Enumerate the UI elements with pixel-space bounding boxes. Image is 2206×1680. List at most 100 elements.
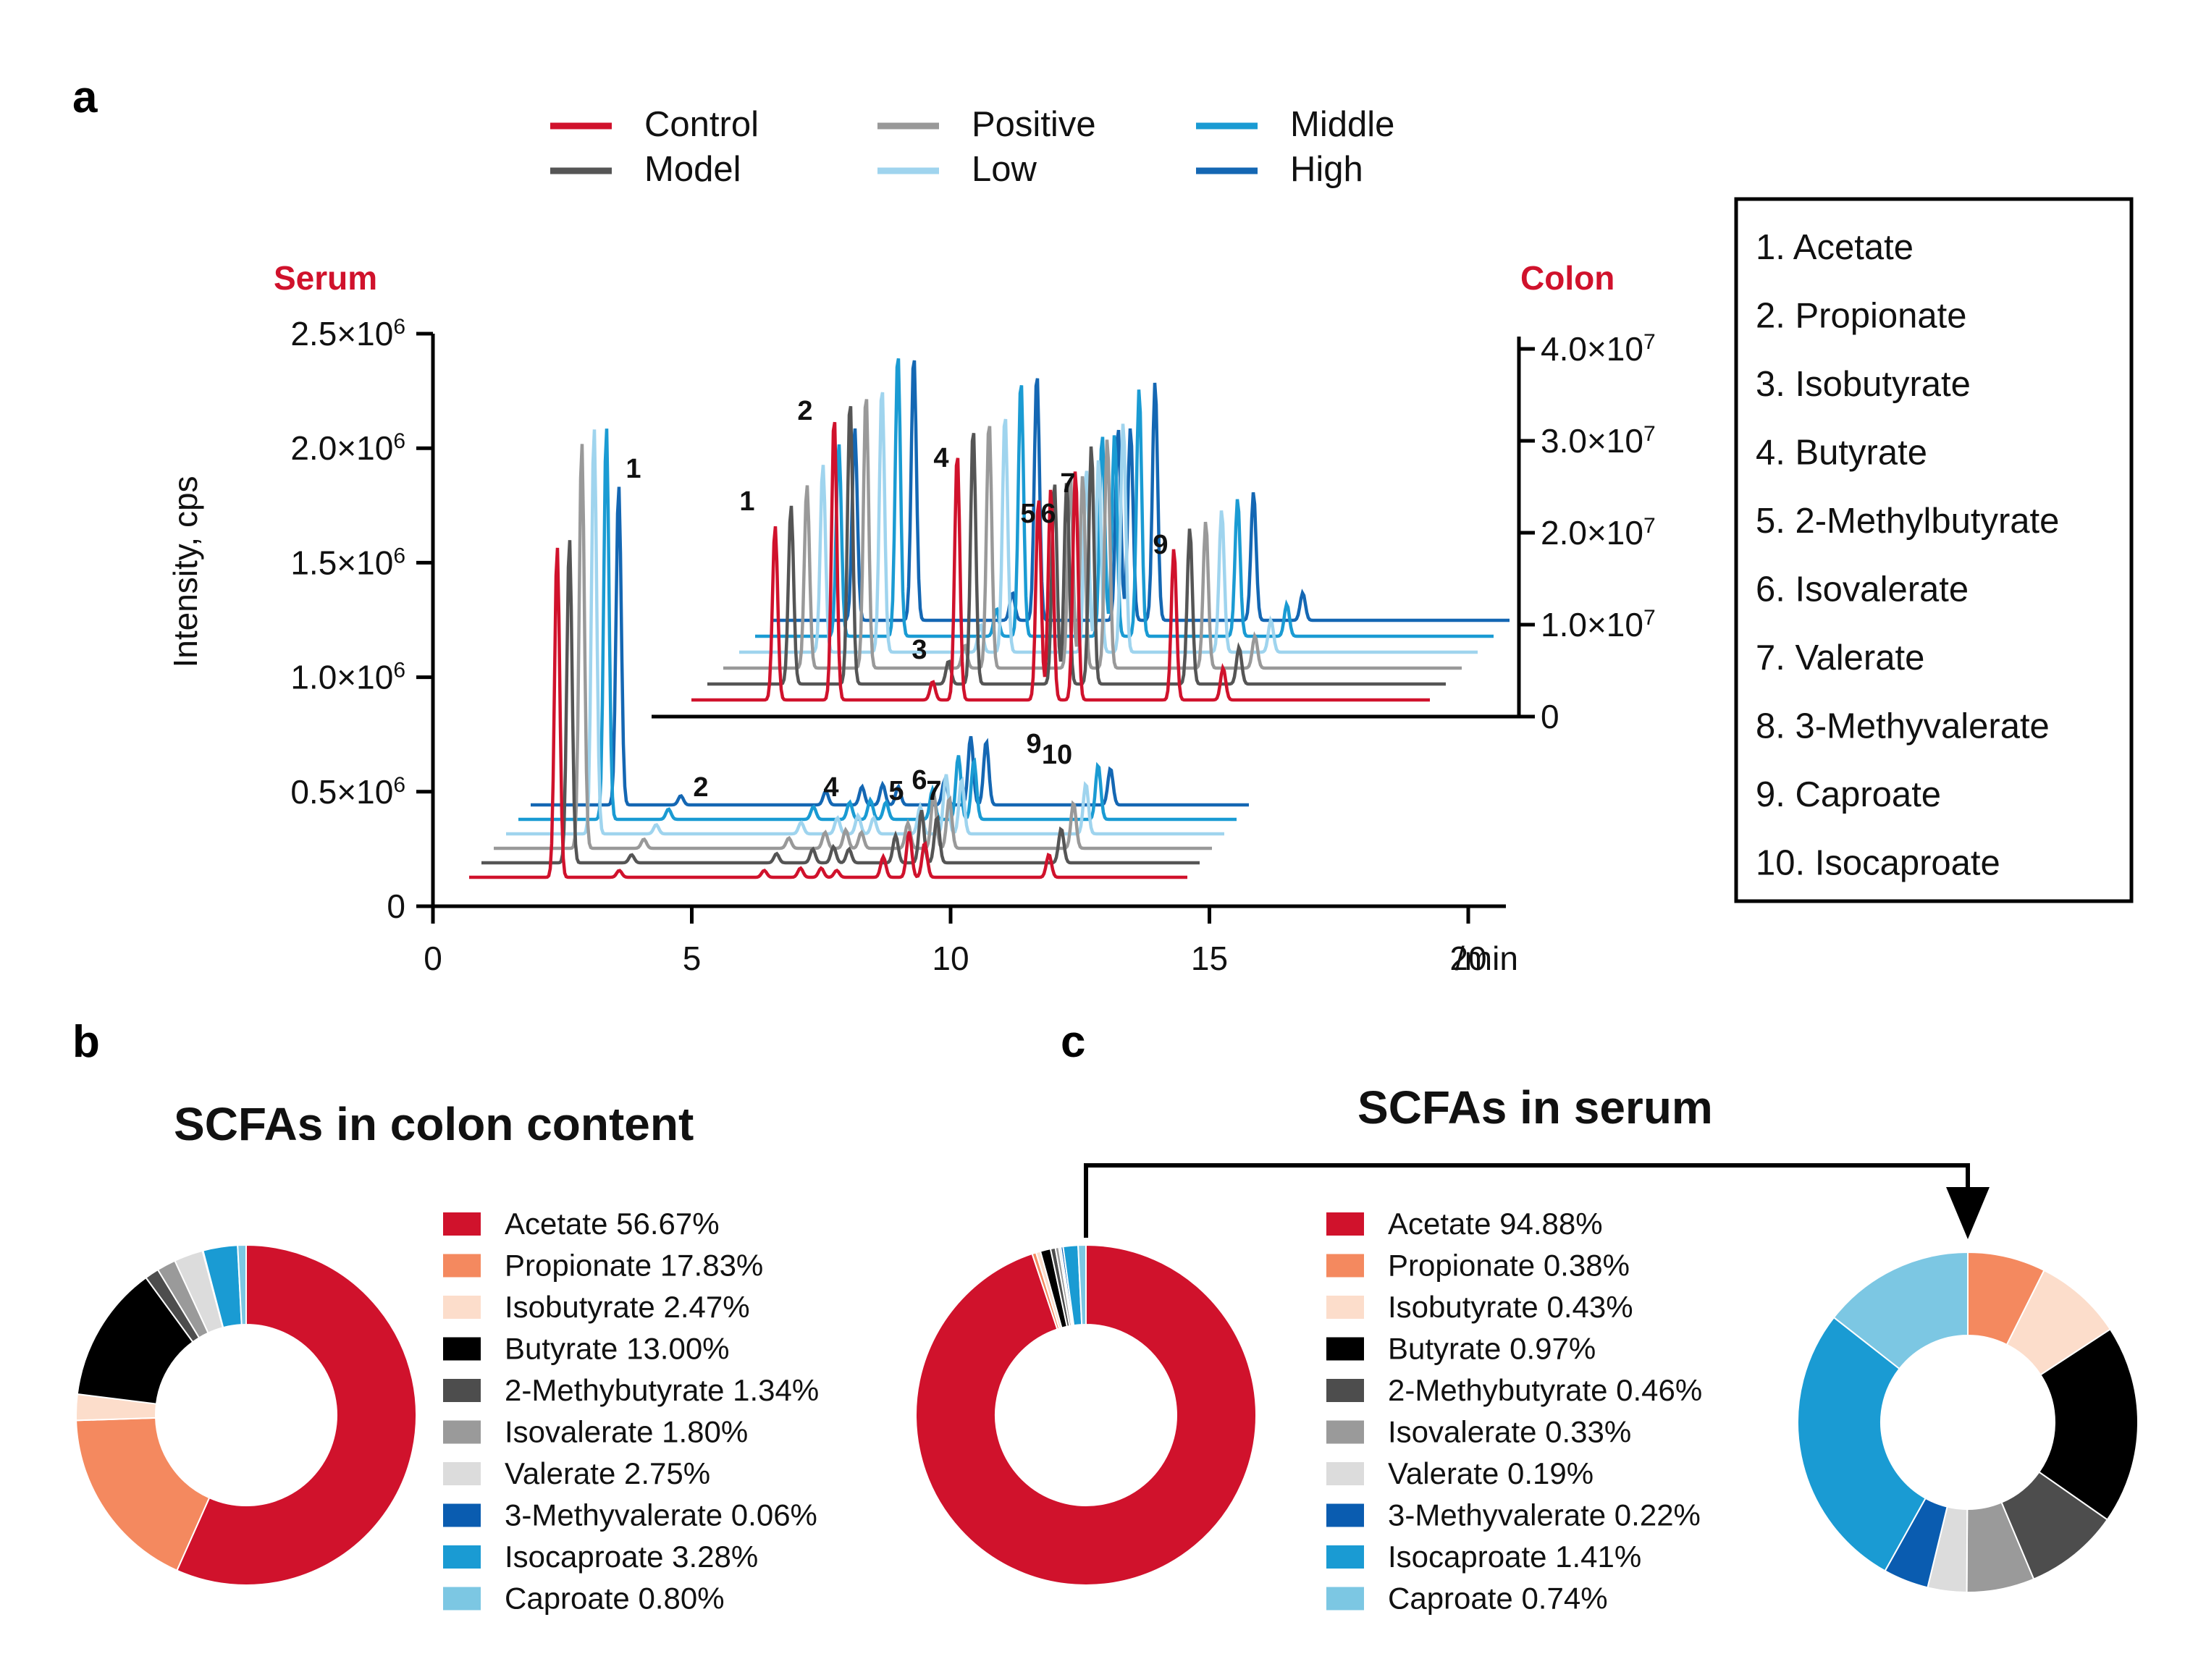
legend-swatch [1326,1545,1364,1569]
colon-peak-label: 2 [797,396,812,426]
legend-label: Model [644,150,741,189]
legend-entry: 3-Methyvalerate 0.06% [505,1498,817,1532]
serum-trace-positive [494,444,1212,850]
legend-entry: Caproate 0.80% [505,1582,725,1616]
legend-swatch [1326,1462,1364,1485]
legend-swatch [443,1462,481,1485]
y-axis-title: Intensity, cps [167,476,204,667]
peak-key-item: 10. Isocaproate [1756,844,2000,883]
legend-entry: Isocaproate 1.41% [1388,1540,1641,1574]
serum-trace-low [506,429,1224,836]
legend-swatch [443,1545,481,1569]
serum-peak-label: 6 [912,765,927,795]
serum-trace-control [469,547,1187,879]
serum-axis-label: Serum [274,259,377,297]
colon-peak-label: 9 [1153,530,1168,560]
serum-peak-label: 10 [1042,740,1072,770]
peak-key: 1. Acetate 2. Propionate 3. Isobutyrate 4. … [1756,228,2059,883]
legend-swatch [1326,1212,1364,1236]
x-axis-unit: /min [1455,940,1518,977]
legend-swatch [1326,1379,1364,1402]
x-tick-label: 10 [932,940,969,977]
right-tick-label: 1.0×107 [1541,606,1656,644]
donut-slice [2038,1328,2139,1521]
colon-peak-label: 1 [739,486,754,517]
colon-peak-label: 5 [1020,499,1035,529]
legend-entry: Isovalerate 0.33% [1388,1415,1631,1449]
serum-donut-expanded [1797,1251,2139,1594]
left-tick-label: 1.5×106 [290,544,405,582]
donut-slice [915,1244,1258,1586]
colon-trace-low [739,392,1478,654]
legend-swatch [443,1503,481,1527]
peak-key-item: 5. 2-Methylbutyrate [1756,502,2059,541]
legend-swatch [1326,1337,1364,1361]
legend-entry: Butyrate 0.97% [1388,1332,1596,1366]
colon-trace-high [771,360,1510,622]
peak-key-item: 4. Butyrate [1756,434,1927,473]
right-tick-label: 3.0×107 [1541,422,1656,460]
serum-trace-model [481,540,1200,865]
legend-swatch [443,1587,481,1611]
colon-trace-control [691,421,1430,702]
peak-key-item: 8. 3-Methyvalerate [1756,707,2050,746]
peak-key-item: 6. Isovalerate [1756,570,1969,609]
donut-slice [1832,1251,1969,1370]
legend-entry: Acetate 56.67% [505,1207,720,1241]
x-tick-label: 5 [683,940,702,977]
donut-slice [1077,1244,1087,1326]
legend-swatch [1326,1296,1364,1319]
left-tick-label: 2.0×106 [290,429,405,468]
colon-trace-model [707,405,1446,686]
x-tick-label: 20 [1449,940,1486,977]
colon-trace-positive [723,399,1462,670]
legend-label: Middle [1290,105,1394,144]
donut-slice [75,1417,211,1571]
legend-swatch [1326,1254,1364,1278]
serum-trace-high [531,486,1249,807]
colon-peak-label: 4 [933,443,948,473]
colon-peak-label: 3 [912,635,927,665]
serum-peak-label: 1 [626,454,641,484]
legend-swatch [443,1212,481,1236]
left-tick-label: 0.5×106 [290,772,405,811]
legend-swatch [443,1379,481,1402]
serum-donut [915,1244,1258,1586]
peak-key-item: 3. Isobutyrate [1756,365,1971,404]
legend-entry: Propionate 0.38% [1388,1249,1630,1283]
peak-key-item: 9. Caproate [1756,775,1941,814]
serum-pie-title: SCFAs in serum [1357,1081,1713,1134]
chromatogram-legend: Control Model Positive Low Middle High [550,105,1394,189]
legend-entry: Isocaproate 3.28% [505,1540,758,1574]
colon-trace-middle [755,358,1494,638]
panel-letter-c: c [1061,1017,1085,1067]
panel-letter-b: b [72,1017,100,1067]
legend-entry: 2-Methybutyrate 0.46% [1388,1373,1702,1407]
serum-peak-label: 9 [1026,729,1041,759]
right-tick-label: 4.0×107 [1541,330,1656,368]
x-tick-label: 15 [1191,940,1228,977]
colon-donut [75,1244,418,1586]
legend-swatch [443,1254,481,1278]
serum-peak-label: 7 [926,776,941,806]
serum-trace-middle [518,429,1237,822]
x-tick-label: 0 [424,940,442,977]
colon-pie-title: SCFAs in colon content [174,1098,694,1150]
legend-entry: 3-Methyvalerate 0.22% [1388,1498,1701,1532]
right-tick-label: 2.0×107 [1541,514,1656,552]
serum-traces [469,429,1249,879]
donut-slice [237,1244,247,1326]
donut-slice [76,1276,194,1405]
legend-swatch [443,1420,481,1444]
expand-arrow-head [1946,1187,1990,1239]
serum-peak-label: 4 [823,772,838,803]
left-tick-label: 2.5×106 [290,315,405,353]
expand-connector [1084,1163,1970,1238]
legend-swatch [443,1296,481,1319]
legend-entry: Isobutyrate 0.43% [1388,1290,1633,1324]
legend-entry: Propionate 17.83% [505,1249,763,1283]
colon-axis-label: Colon [1520,259,1614,297]
peak-key-item: 7. Valerate [1756,638,1924,678]
